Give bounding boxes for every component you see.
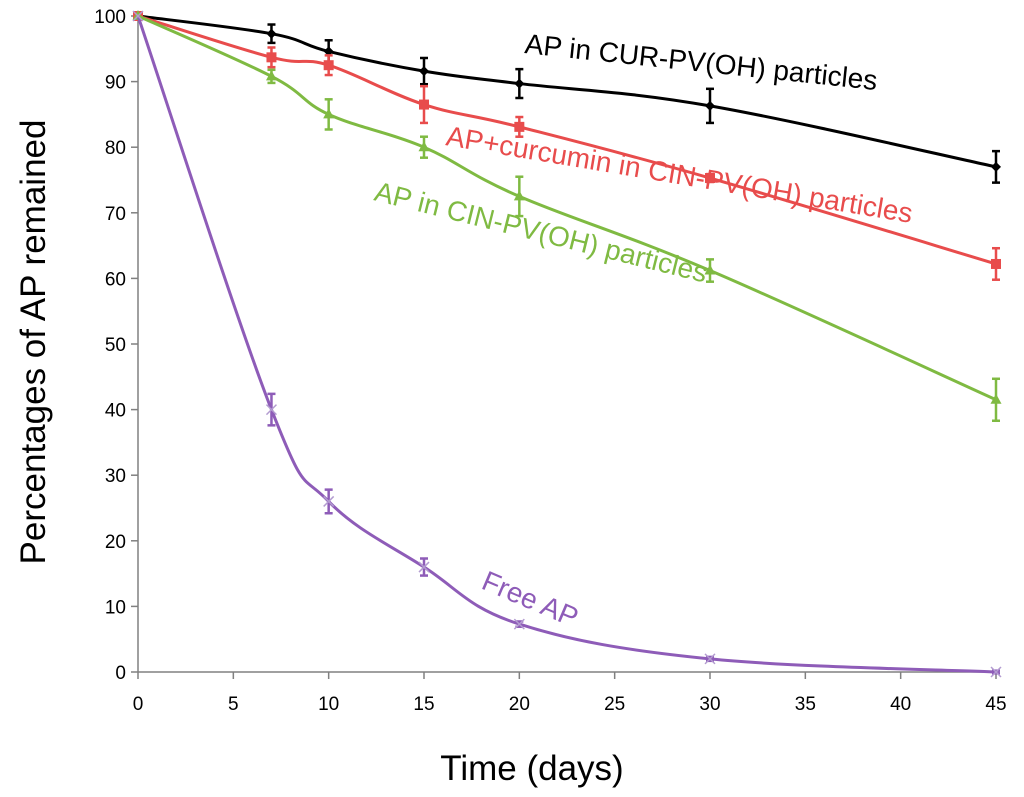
data-point bbox=[419, 99, 429, 110]
x-tick-label: 5 bbox=[228, 694, 239, 715]
data-point bbox=[266, 52, 277, 63]
y-tick-label: 10 bbox=[105, 597, 126, 618]
data-point bbox=[513, 190, 525, 201]
data-point bbox=[265, 404, 277, 416]
data-point bbox=[265, 70, 277, 81]
y-tick-label: 20 bbox=[105, 532, 126, 553]
data-point bbox=[323, 108, 335, 119]
series-layer bbox=[132, 10, 1002, 678]
series-3 bbox=[132, 10, 1002, 423]
x-tick-label: 10 bbox=[318, 694, 339, 715]
y-tick-label: 90 bbox=[105, 73, 126, 94]
y-tick-label: 30 bbox=[105, 466, 126, 487]
data-point bbox=[704, 653, 716, 665]
label-free-ap: Free AP bbox=[478, 565, 583, 633]
y-axis-title: Percentages of AP remained bbox=[14, 120, 53, 565]
data-point bbox=[513, 618, 525, 630]
series-4 bbox=[132, 10, 1002, 678]
x-tick-label: 45 bbox=[985, 694, 1006, 715]
x-tick-label: 20 bbox=[509, 694, 530, 715]
data-point bbox=[990, 666, 1002, 678]
label-ap-in-cur: AP in CUR-PV(OH) particles bbox=[523, 28, 879, 96]
y-tick-label: 70 bbox=[105, 204, 126, 225]
data-point bbox=[323, 495, 335, 507]
y-tick-label: 0 bbox=[115, 663, 126, 684]
data-point bbox=[705, 100, 715, 111]
data-point bbox=[323, 60, 334, 71]
x-tick-label: 35 bbox=[795, 694, 816, 715]
data-point bbox=[323, 46, 334, 57]
data-point bbox=[991, 161, 1001, 172]
data-point bbox=[418, 141, 430, 152]
x-tick-label: 25 bbox=[604, 694, 625, 715]
data-point bbox=[514, 78, 525, 89]
y-tick-label: 50 bbox=[105, 335, 126, 356]
label-ap-in-cin: AP in CIN-PV(OH) particles bbox=[372, 176, 711, 289]
y-tick-label: 40 bbox=[105, 401, 126, 422]
data-point bbox=[132, 10, 144, 22]
y-tick-label: 60 bbox=[105, 269, 126, 290]
x-tick-label: 40 bbox=[890, 694, 911, 715]
data-point bbox=[705, 173, 715, 184]
series-2 bbox=[133, 11, 1001, 281]
data-point bbox=[266, 28, 277, 39]
x-tick-label: 0 bbox=[133, 694, 144, 715]
data-point bbox=[418, 561, 430, 573]
series-line bbox=[136, 15, 997, 674]
data-point bbox=[990, 393, 1002, 404]
y-tick-label: 80 bbox=[105, 138, 126, 159]
x-tick-label: 15 bbox=[413, 694, 434, 715]
data-point bbox=[419, 66, 429, 77]
x-tick-label: 30 bbox=[699, 694, 720, 715]
data-point bbox=[704, 264, 716, 275]
x-axis-title: Time (days) bbox=[440, 749, 623, 788]
axes: 0 10 20 30 40 50 60 70 80 90 100 0 5 10 15 20 25 30 35 40 45 bbox=[94, 7, 1006, 715]
data-point bbox=[514, 121, 525, 132]
y-tick-label: 100 bbox=[94, 7, 126, 28]
data-point bbox=[991, 258, 1001, 269]
